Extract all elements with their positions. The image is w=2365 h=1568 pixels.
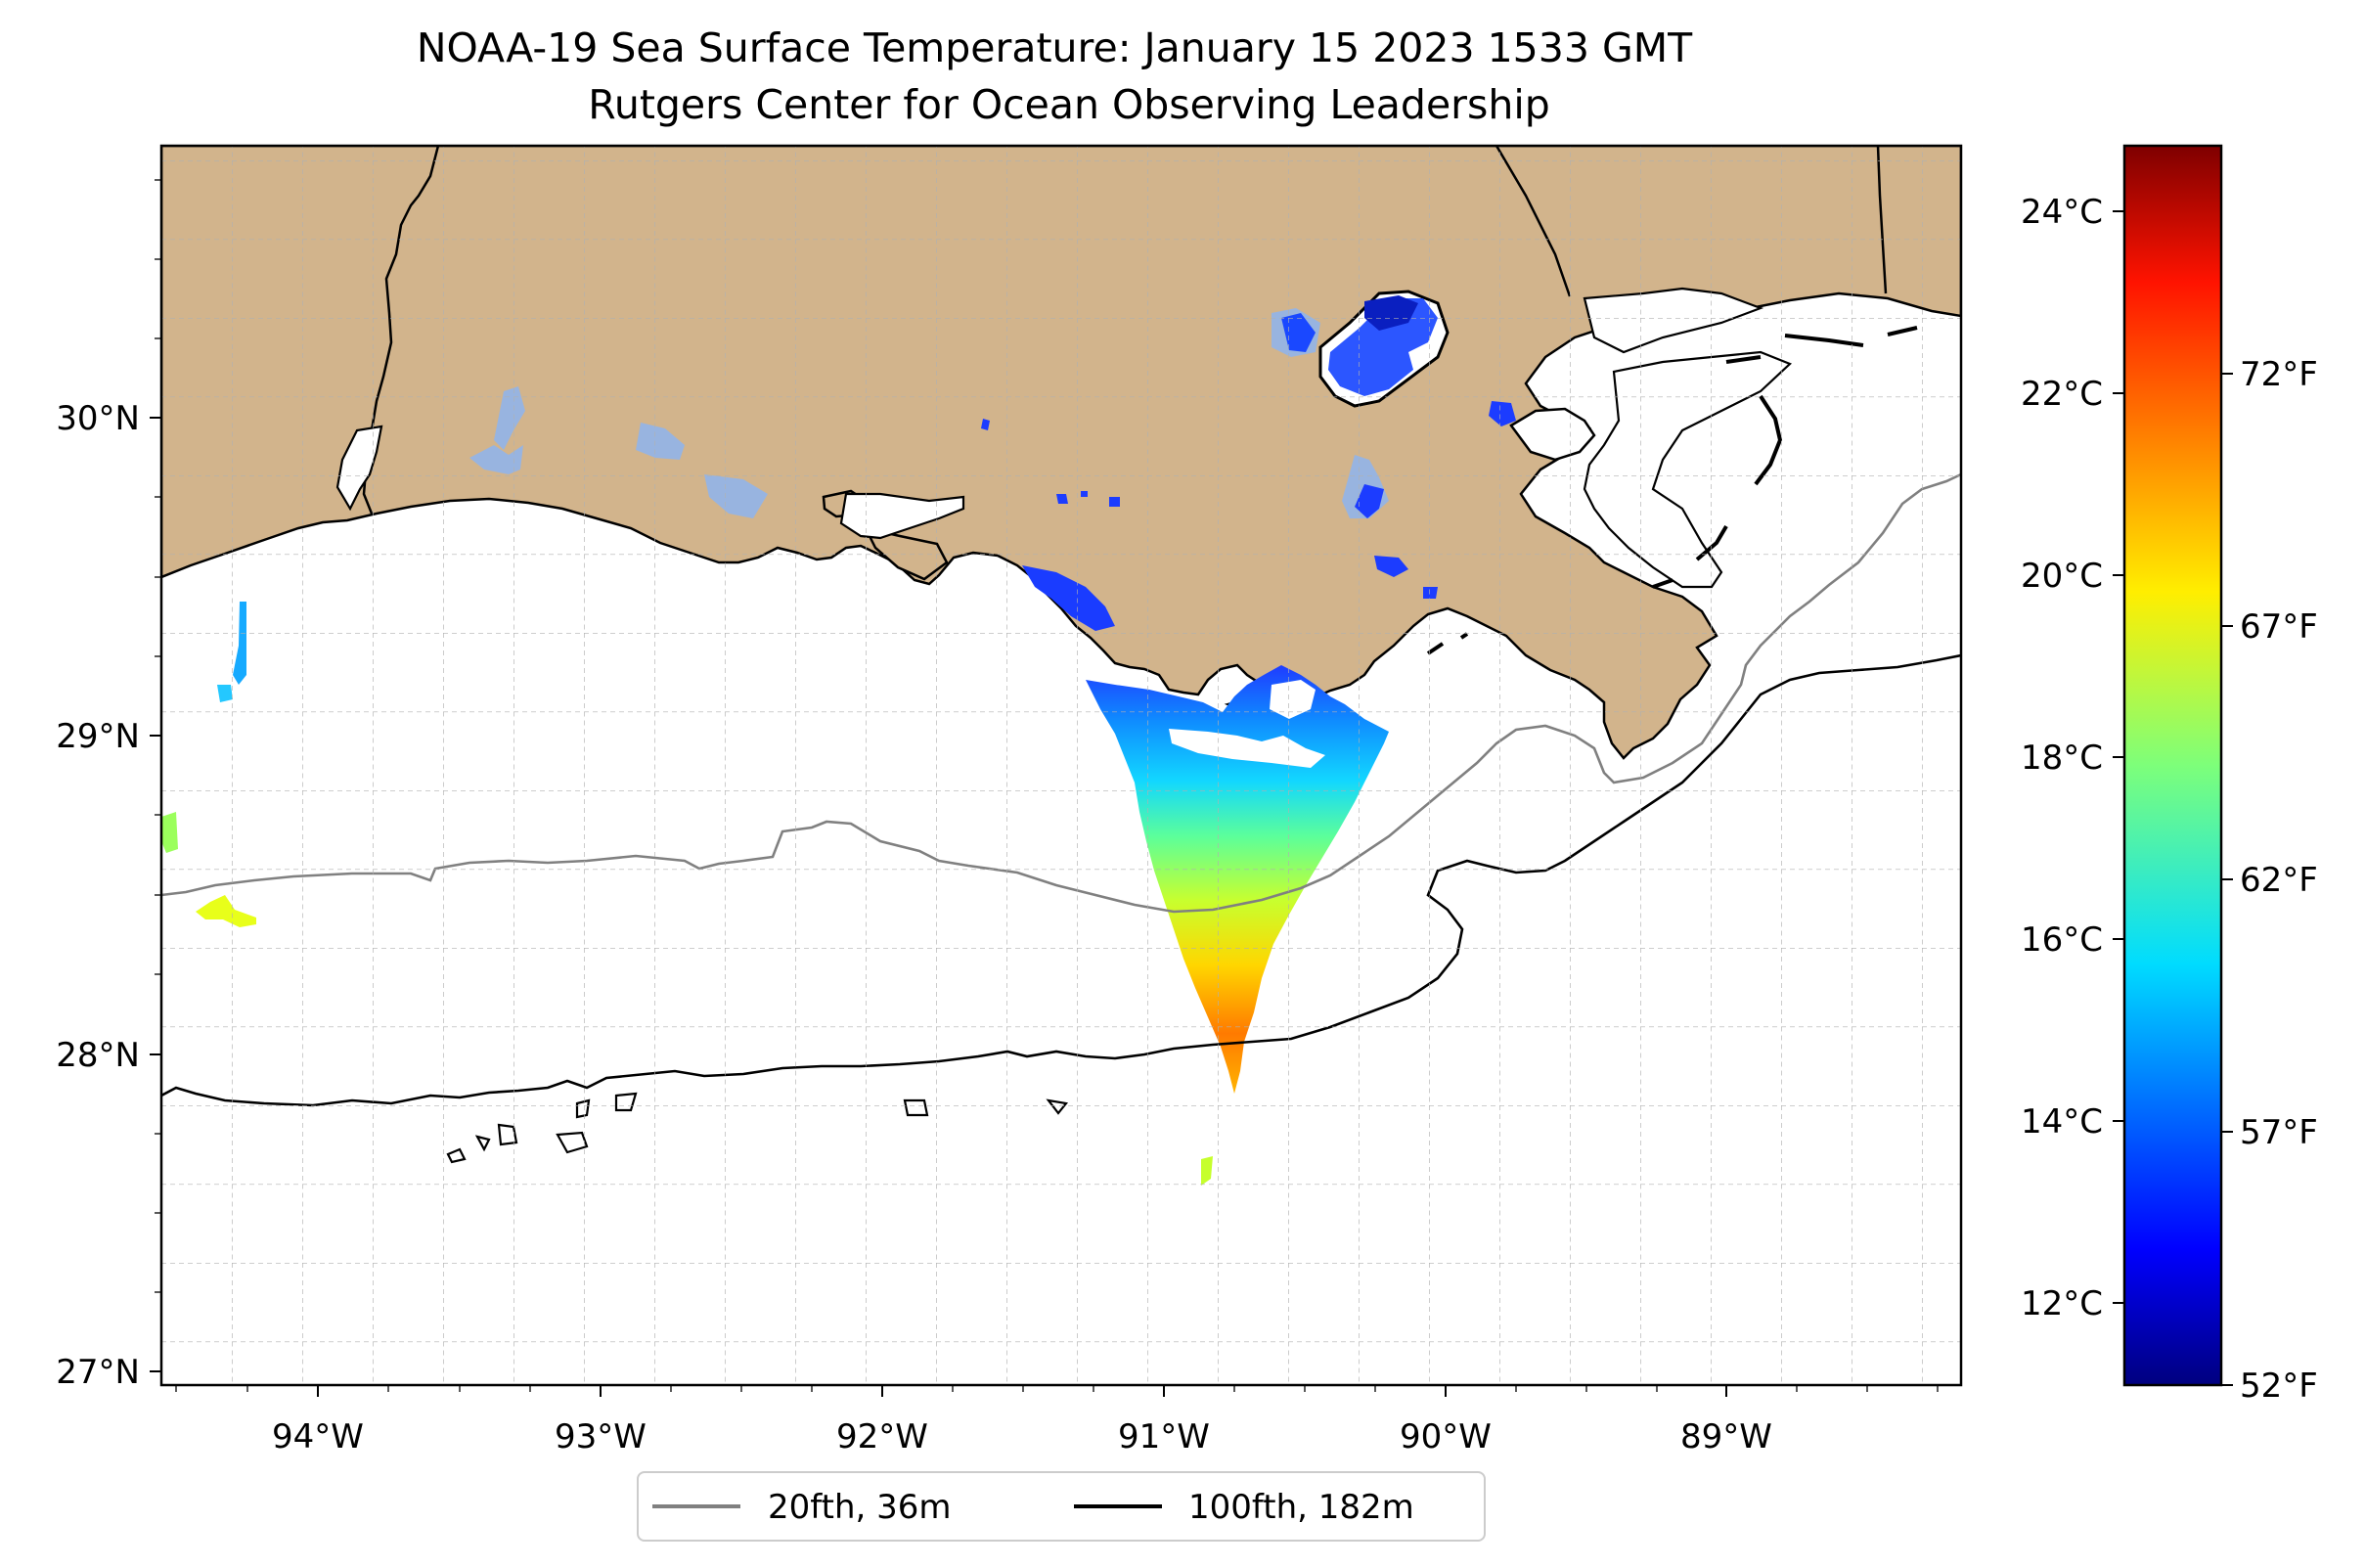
- colorbar-gradient: [2122, 144, 2223, 1387]
- lat-tick-label: 30°N: [56, 399, 140, 438]
- colorbar-celsius-label: 24°C: [2021, 193, 2103, 232]
- lon-tick-label: 93°W: [555, 1417, 647, 1456]
- legend-box: [637, 1471, 1486, 1542]
- lon-tick-label: 94°W: [272, 1417, 364, 1456]
- colorbar-celsius-label: 12°C: [2021, 1284, 2103, 1323]
- colorbar-fahrenheit-label: 62°F: [2240, 861, 2318, 900]
- lat-tick-label: 27°N: [56, 1353, 140, 1392]
- legend: 20fth, 36m 100fth, 182m: [637, 1471, 1486, 1542]
- colorbar-celsius-label: 22°C: [2021, 375, 2103, 414]
- lon-tick-label: 91°W: [1118, 1417, 1210, 1456]
- colorbar-fahrenheit-label: 72°F: [2240, 355, 2318, 394]
- lat-labels: 30°N 29°N 28°N 27°N: [56, 399, 140, 1392]
- colorbar-celsius-label: 20°C: [2021, 557, 2103, 596]
- colorbar-celsius-label: 16°C: [2021, 920, 2103, 960]
- map-frame: [159, 144, 1963, 1387]
- colorbar-celsius-label: 14°C: [2021, 1102, 2103, 1142]
- lon-tick-label: 92°W: [836, 1417, 928, 1456]
- colorbar-celsius-ticks: [2113, 210, 2124, 1304]
- colorbar-fahrenheit-label: 52°F: [2240, 1366, 2318, 1406]
- title-line1: NOAA-19 Sea Surface Temperature: January…: [417, 24, 1693, 71]
- lat-tick-label: 29°N: [56, 717, 140, 756]
- lat-tick-label: 28°N: [56, 1036, 140, 1075]
- lon-tick-label: 90°W: [1400, 1417, 1492, 1456]
- legend-label-20fth: 20fth, 36m: [768, 1488, 952, 1527]
- colorbar-celsius-label: 18°C: [2021, 739, 2103, 778]
- colorbar: 24°C 22°C 20°C 18°C 16°C 14°C 12°C 72°F …: [2021, 144, 2318, 1406]
- colorbar-fahrenheit-label: 67°F: [2240, 607, 2318, 647]
- map-area: [161, 146, 1961, 1385]
- lon-tick-label: 89°W: [1680, 1417, 1772, 1456]
- colorbar-fahrenheit-ticks: [2221, 373, 2233, 1386]
- axis-minor-ticks: [155, 179, 1939, 1392]
- colorbar-fahrenheit-label: 57°F: [2240, 1113, 2318, 1152]
- legend-label-100fth: 100fth, 182m: [1188, 1488, 1414, 1527]
- axis-ticks: [150, 417, 1727, 1397]
- gridlines: [161, 146, 1961, 1385]
- lon-labels: 94°W 93°W 92°W 91°W 90°W 89°W: [272, 1417, 1772, 1456]
- title-line2: Rutgers Center for Ocean Observing Leade…: [588, 81, 1550, 128]
